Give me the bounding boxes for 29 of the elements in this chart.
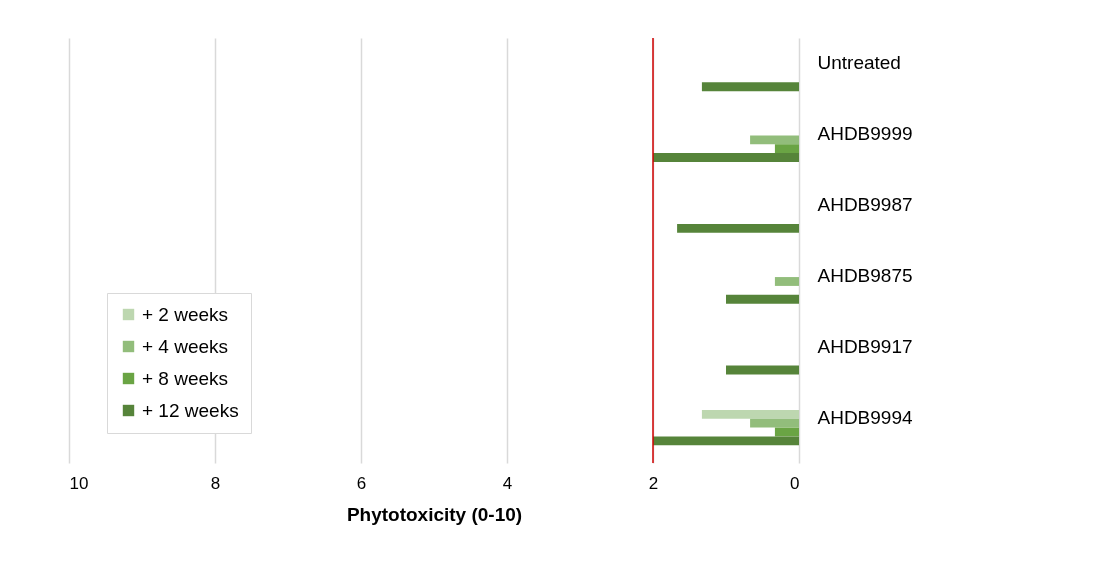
legend-label: + 2 weeks [142, 303, 229, 325]
y-tick-label: Untreated [817, 52, 901, 74]
x-tick-label: 8 [210, 473, 221, 493]
x-tick-label: 10 [69, 473, 89, 493]
x-tick-label: 4 [502, 473, 513, 493]
x-tick-label: 2 [648, 473, 659, 493]
y-tick-label: AHDB9875 [817, 264, 913, 286]
bar [750, 418, 799, 428]
bar [701, 409, 799, 419]
y-tick-label: AHDB9994 [817, 406, 913, 428]
bar [653, 153, 799, 162]
bar [653, 436, 799, 446]
bar [774, 277, 799, 286]
y-tick-label: AHDB9987 [817, 194, 913, 216]
legend-label: + 12 weeks [142, 399, 239, 421]
y-tick-label: AHDB9917 [817, 335, 913, 357]
x-tick-label: 0 [790, 473, 800, 493]
bar [677, 223, 799, 233]
y-tick-label: AHDB9999 [817, 123, 913, 145]
bar [750, 135, 799, 145]
bar [726, 294, 799, 304]
bar [701, 82, 799, 92]
bar [774, 427, 799, 437]
legend-label: + 8 weeks [142, 367, 229, 389]
x-axis-title: Phytotoxicity (0-10) [346, 503, 523, 525]
bar [726, 365, 799, 375]
bar [774, 144, 799, 154]
legend-label: + 4 weeks [142, 335, 229, 357]
x-tick-label: 6 [356, 473, 367, 493]
